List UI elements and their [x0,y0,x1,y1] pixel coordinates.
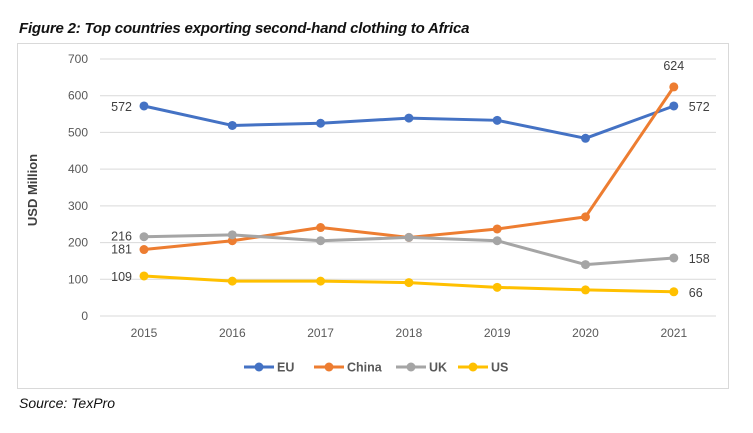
data-label: 572 [111,100,132,114]
legend-item-eu: EU [244,361,294,375]
data-point [316,223,326,233]
data-label: 109 [111,270,132,284]
series-line [143,86,676,252]
legend-marker [468,362,478,372]
data-label: 216 [111,230,132,244]
legend-item-china: China [314,361,383,375]
data-label: 572 [689,100,710,114]
data-point [227,230,237,240]
x-tick-label: 2018 [396,326,423,340]
x-tick-label: 2019 [484,326,511,340]
legend-label: China [347,361,383,375]
data-point [581,133,590,143]
x-tick-label: 2017 [307,326,334,340]
data-point [492,224,502,234]
data-point [581,212,590,222]
series-china: 181 624 [111,59,684,257]
y-tick-label: 600 [68,89,88,103]
legend-item-us: US [458,361,508,375]
chart-title: Figure 2: Top countries exporting second… [19,20,470,37]
y-tick-label: 100 [68,272,88,286]
legend-marker [406,362,416,372]
data-point [492,115,502,125]
data-label: 181 [111,243,132,257]
legend-marker [254,362,264,372]
data-point [316,118,326,128]
legend-label: EU [277,361,294,375]
y-tick-label: 500 [68,125,88,139]
legend: EU China UK US [244,361,508,375]
data-point [669,82,679,92]
y-tick-label: 200 [68,236,88,250]
chart-frame [17,43,729,389]
data-point [316,276,326,286]
data-point [139,245,149,255]
y-tick-label: 400 [68,162,88,176]
data-point [669,101,679,111]
y-tick-label: 700 [68,52,88,66]
series-us: 109 66 [111,270,703,300]
data-point [669,253,679,263]
x-tick-label: 2020 [572,326,599,340]
data-point [404,232,414,242]
x-tick-label: 2015 [131,326,158,340]
x-tick-label: 2016 [219,326,246,340]
data-point [492,236,502,246]
legend-label: UK [429,361,447,375]
data-point [139,271,149,281]
data-point [227,120,237,130]
data-label: 624 [663,59,684,73]
data-label: 158 [689,252,710,266]
legend-label: US [491,361,508,375]
x-tick-label: 2021 [660,326,687,340]
data-point [581,260,590,270]
y-tick-label: 300 [68,199,88,213]
series-uk: 216 158 [111,230,710,270]
data-point [404,278,414,288]
data-point [316,236,326,246]
data-point [139,101,149,111]
source-note: Source: TexPro [19,395,115,411]
legend-marker [324,362,334,372]
y-tick-label: 0 [81,309,88,323]
data-point [139,232,149,242]
data-point [404,113,414,123]
series-eu: 572 572 [111,100,710,143]
data-label: 66 [689,286,703,300]
y-axis-title: USD Million [25,154,40,226]
data-point [669,287,679,297]
data-point [581,285,590,295]
data-point [227,276,237,286]
data-point [492,282,502,292]
legend-item-uk: UK [396,361,447,375]
